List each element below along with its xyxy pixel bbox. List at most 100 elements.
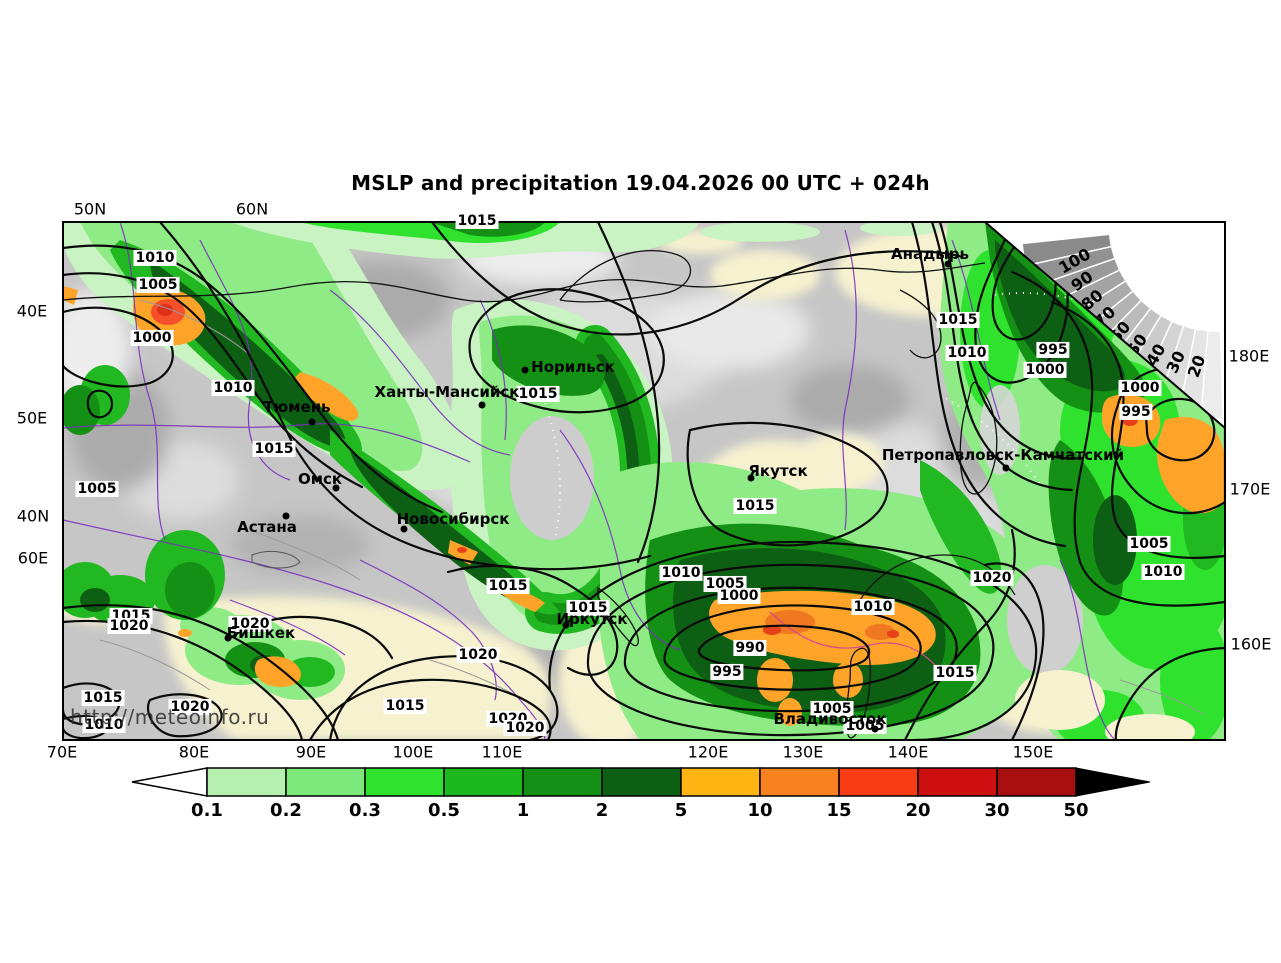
pressure-value-label: 1020 — [970, 569, 1014, 587]
axis-tick-label: 150E — [1012, 742, 1054, 762]
precip-region-southwest — [63, 365, 345, 700]
pressure-value-label: 1005 — [136, 276, 180, 294]
city-dot — [871, 725, 879, 733]
city-dot — [308, 418, 316, 426]
axis-tick-label: 140E — [887, 742, 929, 762]
city-label: Норильск — [531, 358, 615, 376]
pressure-value-label: 995 — [710, 663, 744, 681]
city-label: Тюмень — [263, 398, 331, 416]
city-dot — [1002, 464, 1010, 472]
pressure-value-label: 1020 — [503, 719, 547, 737]
axis-tick-label: 170E — [1229, 479, 1271, 499]
city-label: Новосибирск — [396, 510, 510, 528]
colorbar-segment — [364, 767, 445, 797]
colorbar-tick: 0.1 — [191, 800, 223, 821]
axis-tick-label: 110E — [481, 742, 523, 762]
axis-tick-label: 80E — [178, 742, 210, 762]
pressure-value-label: 995 — [1119, 403, 1153, 421]
pressure-value-label: 1020 — [456, 646, 500, 664]
colorbar-tick: 50 — [1063, 800, 1089, 821]
pressure-value-label: 1015 — [486, 577, 530, 595]
colorbar-segment — [680, 767, 761, 797]
watermark: http://meteoinfo.ru — [70, 705, 270, 729]
colorbar-tick: 0.3 — [349, 800, 381, 821]
pressure-value-label: 1000 — [130, 329, 174, 347]
colorbar-tick: 30 — [984, 800, 1010, 821]
city-label: Владивосток — [773, 710, 887, 728]
pressure-value-label: 1015 — [936, 311, 980, 329]
city-dot — [400, 525, 408, 533]
axis-tick-label: 160E — [1230, 634, 1272, 654]
pressure-value-label: 1015 — [455, 212, 499, 230]
colorbar-tick: 5 — [674, 800, 688, 821]
pressure-value-label: 1000 — [717, 587, 761, 605]
pressure-value-label: 1020 — [168, 698, 212, 716]
colorbar-segment — [206, 767, 287, 797]
pressure-value-label: 1005 — [75, 480, 119, 498]
axis-tick-label: 180E — [1228, 346, 1270, 366]
region-borders — [63, 222, 1116, 740]
pressure-value-label: 1015 — [516, 385, 560, 403]
city-label: Ханты-Мансийск — [374, 383, 520, 401]
pressure-value-label: 1010 — [1141, 563, 1185, 581]
city-label: Анадырь — [891, 245, 969, 263]
colorbar-segment — [601, 767, 682, 797]
pressure-value-label: 995 — [1036, 341, 1070, 359]
axis-tick-label: 40N — [16, 506, 50, 526]
city-dot — [332, 484, 340, 492]
colorbar-segment — [838, 767, 919, 797]
pressure-value-label: 1010 — [945, 344, 989, 362]
axis-tick-label: 60N — [235, 199, 269, 219]
axis-tick-label: 100E — [392, 742, 434, 762]
city-dot — [224, 634, 232, 642]
pressure-value-label: 1015 — [383, 697, 427, 715]
map-frame — [62, 221, 1226, 741]
colorbar-tick-labels: 0.1 0.2 0.3 0.5 1 2 5 10 15 20 30 50 — [130, 800, 1150, 824]
pressure-value-label: 1010 — [211, 379, 255, 397]
axis-tick-label: 130E — [782, 742, 824, 762]
colorbar-segment — [443, 767, 524, 797]
pressure-value-label: 1005 — [810, 700, 854, 718]
colorbar-tick: 0.5 — [428, 800, 460, 821]
pressure-value-label: 1010 — [659, 564, 703, 582]
city-label: Иркутск — [556, 610, 628, 628]
pressure-value-label: 1015 — [933, 664, 977, 682]
axis-tick-label: 60E — [17, 548, 49, 568]
axis-tick-label: 50E — [16, 408, 48, 428]
colorbar-segment — [759, 767, 840, 797]
colorbar-tick: 10 — [747, 800, 773, 821]
colorbar-tick: 2 — [595, 800, 609, 821]
colorbar-segment — [522, 767, 603, 797]
city-label: Астана — [237, 518, 297, 536]
pressure-value-label: 1015 — [566, 599, 610, 617]
colorbar-left-arrow — [131, 767, 208, 797]
colorbar-right-arrow — [1075, 767, 1150, 797]
pressure-value-label: 1005 — [1127, 535, 1171, 553]
pressure-value-label: 1015 — [252, 440, 296, 458]
city-dot — [282, 512, 290, 520]
precip-region-east — [939, 222, 1225, 740]
pressure-value-label: 1010 — [851, 598, 895, 616]
city-dot — [478, 401, 486, 409]
city-label: Бишкек — [226, 624, 296, 642]
city-dot — [944, 260, 952, 268]
colorbar-tick: 0.2 — [270, 800, 302, 821]
isobars — [63, 222, 1225, 740]
axis-tick-label: 70E — [46, 742, 78, 762]
pressure-value-label: 1010 — [82, 716, 126, 734]
precipitation-colorbar — [131, 767, 1150, 797]
pressure-value-label: 1015 — [81, 689, 125, 707]
colorbar-segment — [996, 767, 1077, 797]
city-dot — [521, 366, 529, 374]
city-dot — [747, 474, 755, 482]
colorbar-tick: 20 — [905, 800, 931, 821]
city-label: Петропавловск-Камчатский — [881, 446, 1125, 464]
minor-contours — [99, 299, 1206, 716]
pressure-value-label: 1000 — [1023, 361, 1067, 379]
colorbar-segment — [285, 767, 366, 797]
axis-tick-label: 120E — [687, 742, 729, 762]
pressure-value-label: 1020 — [228, 615, 272, 633]
city-label: Омск — [297, 470, 343, 488]
pressure-value-label: 1020 — [107, 617, 151, 635]
pressure-value-label: 1000 — [1118, 379, 1162, 397]
